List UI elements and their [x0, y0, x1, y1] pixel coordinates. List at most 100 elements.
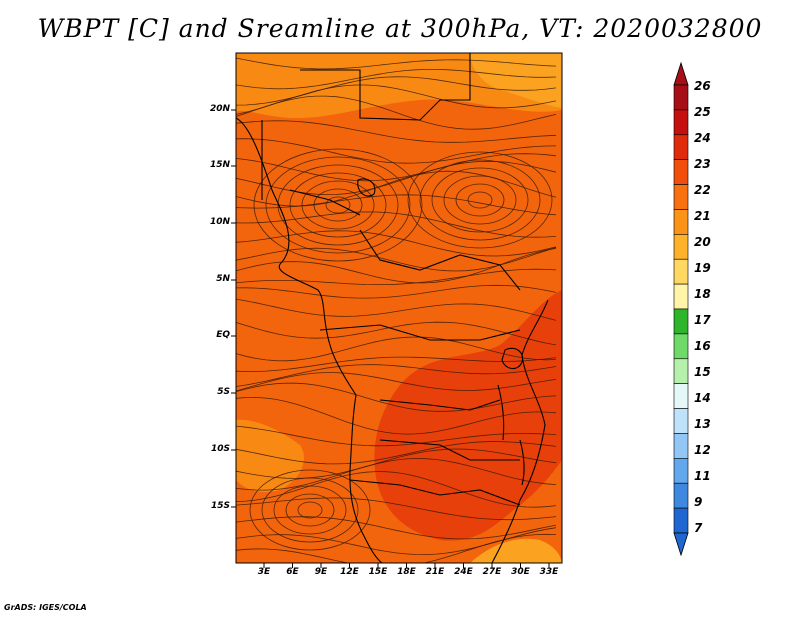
colorbar-swatch: [673, 482, 689, 509]
colorbar-arrow-bottom: [673, 532, 689, 557]
y-tick-label: 5N: [216, 274, 230, 284]
border-equator: [319, 324, 521, 341]
streamline: [236, 382, 557, 412]
y-tick-label: EQ: [216, 330, 230, 340]
vortex-streamline: [273, 485, 347, 535]
streamline: [236, 497, 557, 521]
y-tick-label: 15N: [209, 160, 230, 170]
streamline: [236, 69, 557, 90]
streamline: [236, 364, 557, 387]
x-tick-label: 18E: [397, 567, 416, 577]
streamline: [236, 516, 557, 540]
streamline: [236, 321, 557, 346]
colorbar-swatch: [673, 234, 689, 260]
colorbar-label: 23: [694, 157, 711, 171]
streamline: [236, 448, 557, 479]
colorbar-label: 15: [694, 365, 711, 379]
streamline: [236, 84, 557, 115]
colorbar-label: 12: [694, 443, 711, 457]
x-tick-label: 12E: [340, 567, 359, 577]
colorbar-label: 11: [694, 469, 711, 483]
lake-malawi: [519, 439, 525, 486]
colorbar-swatch: [673, 333, 689, 360]
colorbar-label: 19: [694, 261, 711, 275]
vortex-streamline: [297, 501, 323, 519]
colorbar-label: 9: [694, 495, 703, 509]
border-north: [300, 53, 471, 121]
streamline: [236, 95, 557, 130]
streamline: [236, 336, 557, 362]
vortex-streamline: [467, 191, 493, 209]
streamline: [236, 268, 557, 285]
streamline: [236, 533, 557, 563]
x-tick-label: 6E: [286, 567, 299, 577]
colorbar-label: 16: [694, 339, 711, 353]
colorbar-label: 21: [694, 209, 711, 223]
colorbar-label: 20: [694, 235, 711, 249]
colorbar-label: 18: [694, 287, 711, 301]
x-tick-label: 15E: [368, 567, 388, 577]
colorbar-swatch: [673, 209, 689, 235]
chart-title: WBPT [C] and Sreamline at 300hPa, VT: 20…: [37, 14, 763, 43]
streamline: [236, 458, 557, 491]
x-tick-label: 30E: [511, 567, 530, 577]
colorbar-label: 26: [694, 79, 711, 93]
vortex-streamline: [407, 151, 553, 249]
border-south: [379, 399, 520, 461]
x-axis-ticks: [263, 563, 550, 568]
colorbar-label: 14: [694, 391, 711, 405]
streamline: [236, 284, 557, 299]
x-tick-label: 3E: [257, 567, 271, 577]
wbpt-field-patch-south-light: [470, 538, 562, 563]
streamline: [236, 211, 557, 238]
y-tick-label: 15S: [210, 501, 230, 511]
colorbar-swatch: [673, 184, 689, 210]
vortex-streamline: [253, 148, 423, 262]
streamline: [236, 248, 557, 284]
colorbar-swatch: [673, 408, 689, 434]
x-tick-label: 21E: [425, 567, 445, 577]
streamline: [236, 230, 557, 257]
colorbar-swatch: [673, 258, 689, 285]
colorbar-label: 13: [694, 417, 711, 431]
x-tick-label: 27E: [482, 567, 502, 577]
vortex-streamline: [261, 477, 359, 543]
vortex-streamline: [443, 175, 517, 225]
vortex-streamline: [455, 183, 505, 217]
vortex-streamline: [289, 172, 387, 238]
colorbar-label: 17: [694, 313, 711, 327]
border-southern: [349, 479, 521, 506]
vortex-streamline: [431, 167, 529, 233]
streamline: [236, 298, 557, 321]
colorbar-label: 24: [694, 131, 711, 145]
colorbar-swatch: [673, 383, 689, 409]
map-field: [236, 53, 562, 563]
coastlines: [236, 53, 549, 563]
y-tick-label: 10S: [210, 444, 230, 454]
vortex-streamline: [325, 196, 351, 214]
streamline: [236, 57, 557, 70]
colorbar-swatch: [673, 507, 689, 534]
colorbar-swatch: [673, 308, 689, 335]
grads-credit: GrADS: IGES/COLA: [4, 603, 87, 612]
colorbar-label: 25: [694, 105, 711, 119]
streamline: [236, 471, 557, 508]
vortex-streamline: [419, 159, 541, 241]
wbpt-field-patch-northeast-light: [470, 53, 562, 108]
x-tick-label: 33E: [539, 567, 559, 577]
x-tick-label: 9E: [314, 567, 328, 577]
colorbar: [673, 61, 689, 557]
vortex-streamline: [277, 164, 399, 246]
vortex-streamline: [285, 493, 335, 527]
vortex-streamline: [301, 180, 375, 230]
streamline: [236, 120, 557, 143]
colorbar-swatch: [673, 84, 689, 111]
colorbar-swatch: [673, 283, 689, 310]
streamline: [236, 247, 557, 272]
streamline: [236, 396, 557, 435]
streamline: [236, 76, 557, 106]
vortex-streamline: [265, 156, 411, 254]
border-central: [359, 229, 521, 291]
y-axis-ticks: [231, 109, 236, 508]
